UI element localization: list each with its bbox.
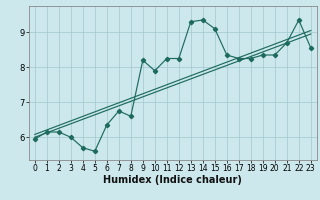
X-axis label: Humidex (Indice chaleur): Humidex (Indice chaleur) bbox=[103, 175, 242, 185]
